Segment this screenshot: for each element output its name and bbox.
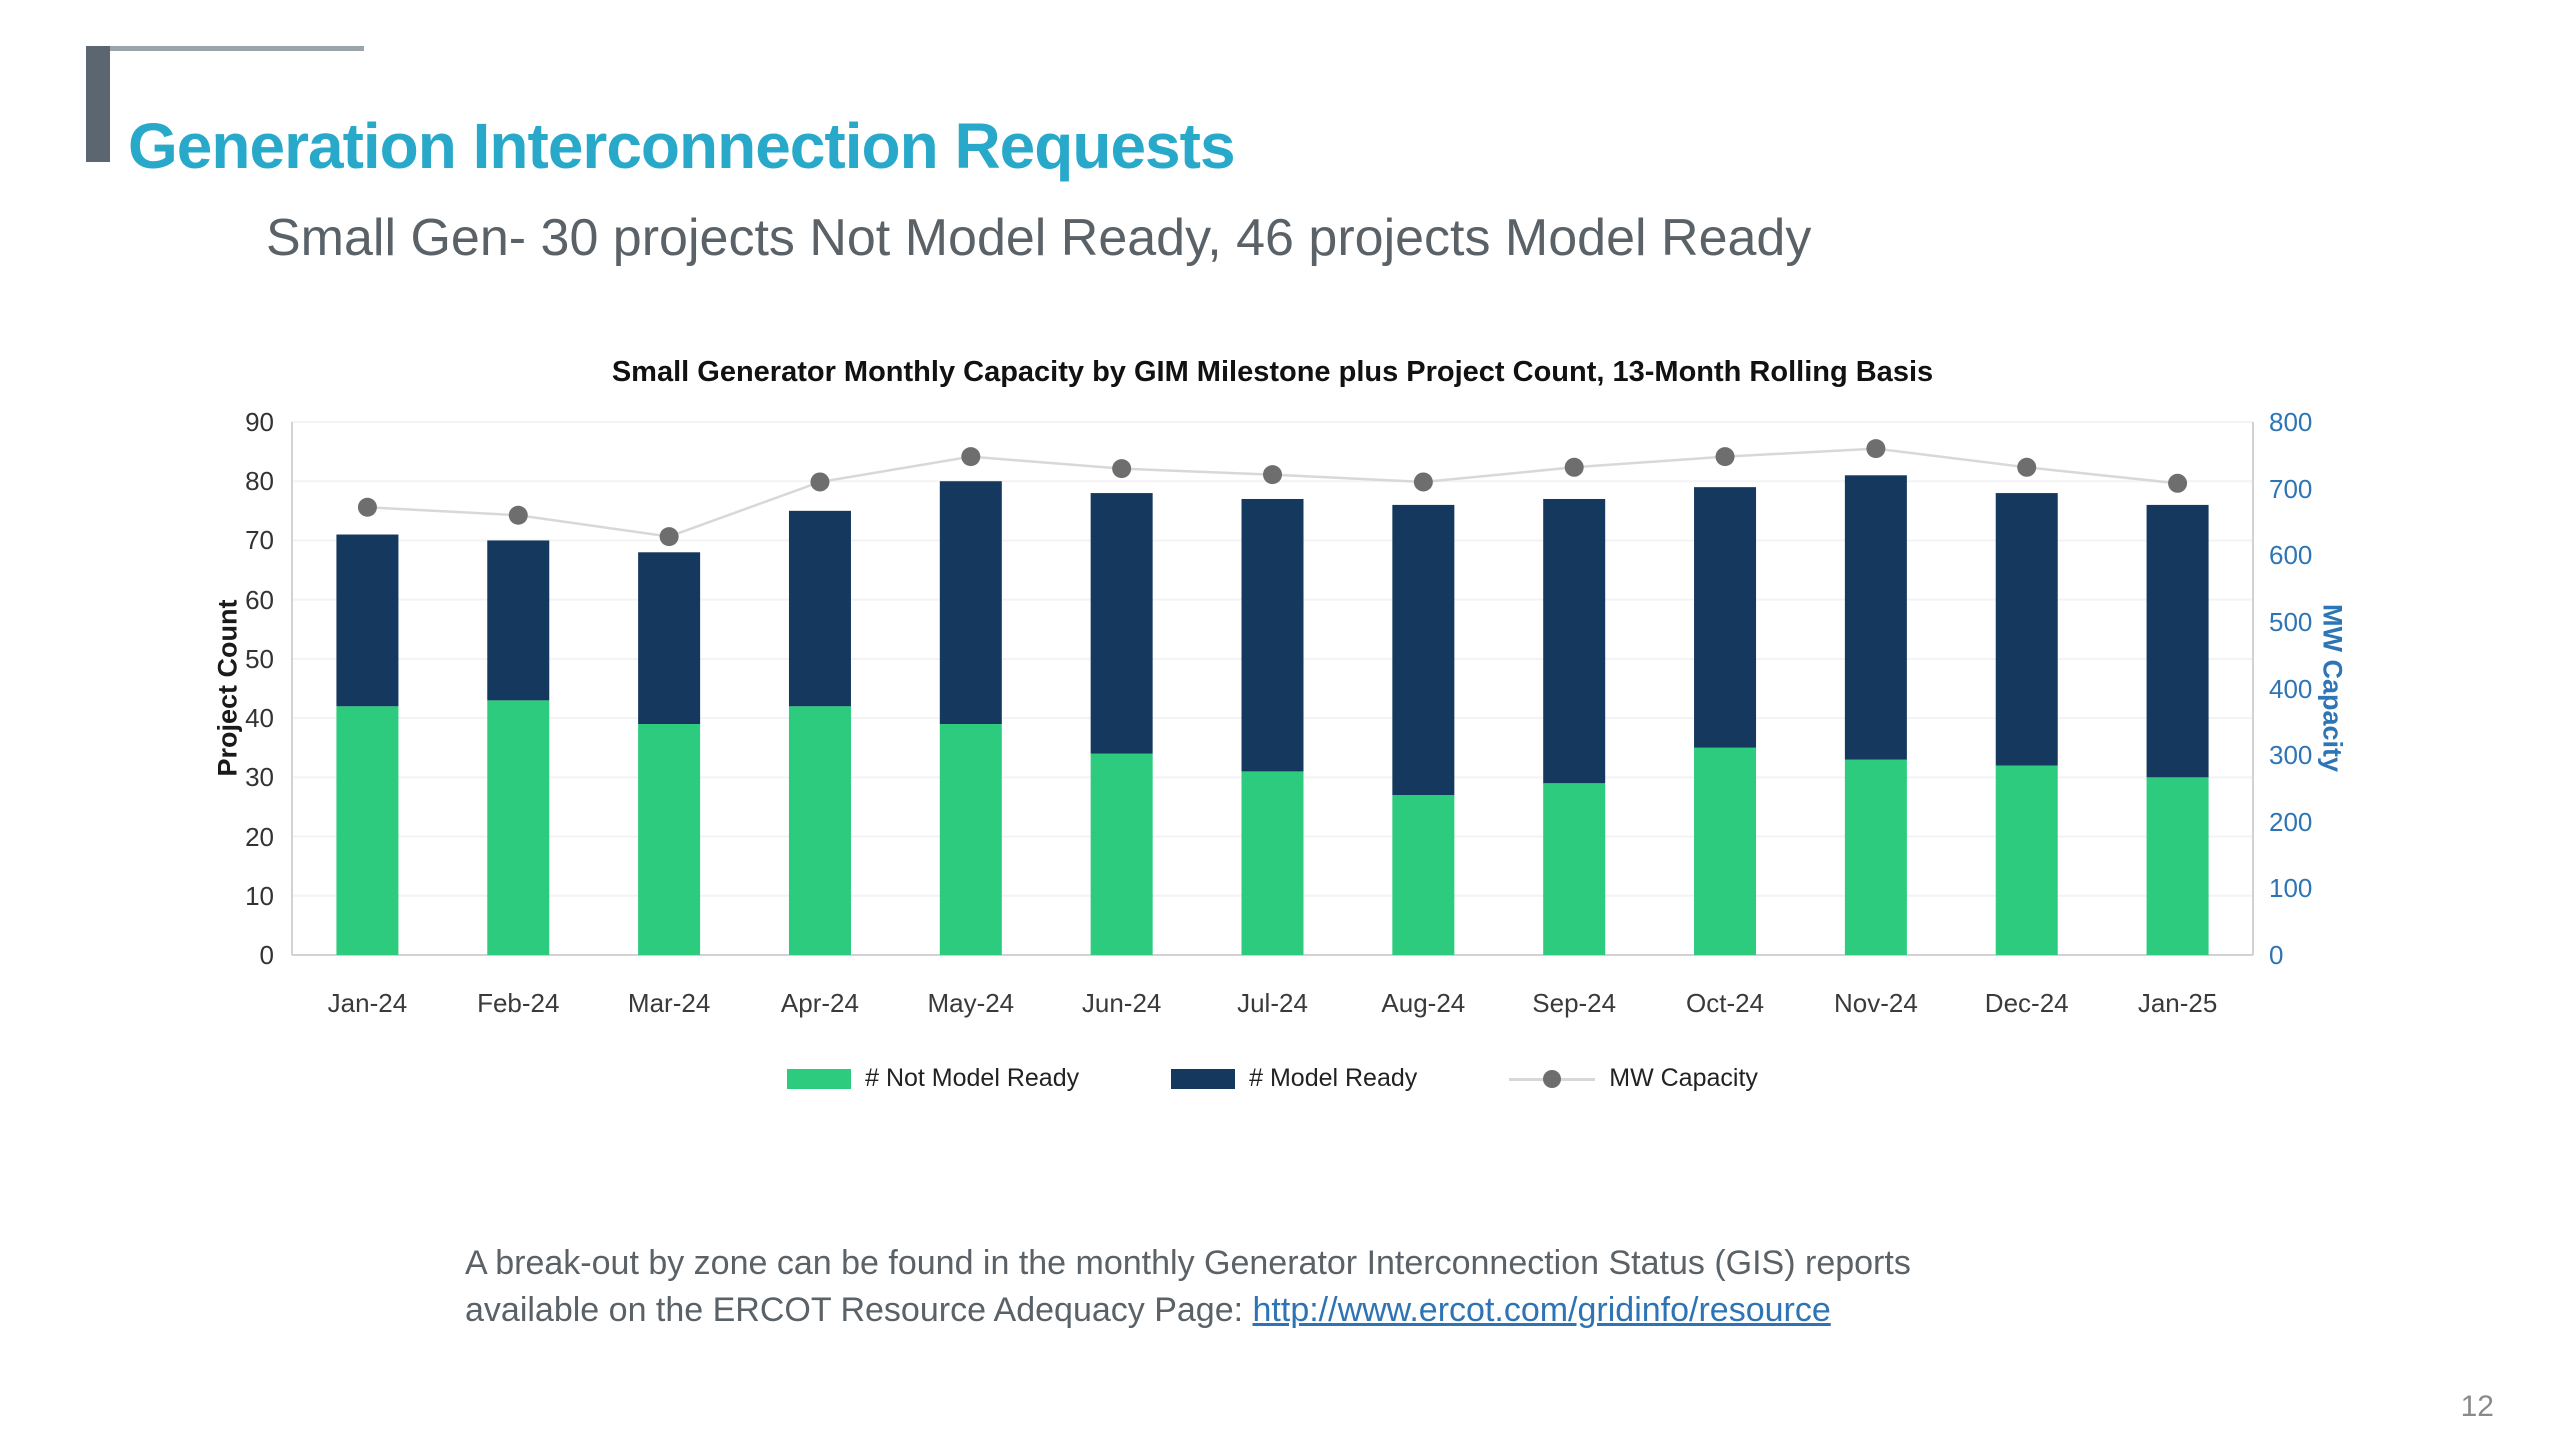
left-axis-tick: 40 <box>245 703 274 734</box>
right-axis-tick: 300 <box>2269 740 2313 771</box>
bar-model-ready <box>1090 493 1153 754</box>
resource-link[interactable]: http://www.ercot.com/gridinfo/resource <box>1252 1290 1831 1329</box>
left-axis-tick: 80 <box>245 466 274 497</box>
left-axis-tick: 70 <box>245 525 274 556</box>
x-axis-label: Feb-24 <box>477 988 560 1018</box>
left-axis-tick: 50 <box>245 643 274 674</box>
bar-not-model-ready <box>487 700 550 955</box>
bar-model-ready <box>638 552 701 725</box>
mw-capacity-point <box>659 527 679 547</box>
legend-item-mw-capacity: MW Capacity <box>1509 1064 1758 1093</box>
bar-model-ready <box>1844 475 1907 760</box>
bar-not-model-ready <box>1392 795 1455 955</box>
x-axis-label: Sep-24 <box>1532 988 1617 1018</box>
x-axis-label: Dec-24 <box>1984 988 2069 1018</box>
bar-not-model-ready <box>1995 765 2058 955</box>
mw-capacity-point <box>1866 439 1886 459</box>
left-axis-title: Project Count <box>212 599 243 777</box>
bar-not-model-ready <box>1844 759 1907 955</box>
x-axis-label: Apr-24 <box>780 988 859 1018</box>
bar-not-model-ready <box>638 724 701 955</box>
right-axis-tick: 0 <box>2269 940 2284 970</box>
chart-title: Small Generator Monthly Capacity by GIM … <box>611 356 1934 388</box>
x-axis-label: Jan-25 <box>2137 988 2218 1018</box>
mw-capacity-point <box>1263 465 1282 485</box>
x-axis-label: Mar-24 <box>627 988 711 1018</box>
footnote-line1: A break-out by zone can be found in the … <box>465 1244 1911 1282</box>
x-axis-label: Jun-24 <box>1081 988 1162 1018</box>
left-axis-tick: 60 <box>245 584 274 615</box>
bar-not-model-ready <box>939 724 1002 955</box>
right-axis-tick: 100 <box>2269 873 2313 904</box>
left-axis-tick: 30 <box>245 762 274 793</box>
mw-capacity-point <box>2168 473 2188 493</box>
bar-model-ready <box>487 540 550 701</box>
bar-model-ready <box>1392 504 1455 796</box>
bar-model-ready <box>1995 493 2058 766</box>
mw-capacity-point <box>2017 457 2037 477</box>
mw-capacity-point <box>1112 459 1132 479</box>
left-axis-tick: 10 <box>245 880 274 911</box>
bar-not-model-ready <box>1241 771 1304 955</box>
legend-swatch-green <box>787 1068 852 1089</box>
chart-plot-area: 0 10 20 30 40 50 60 70 80 90 0 100 200 300 400 500 600 70… <box>245 407 2312 1018</box>
header-accent-bar <box>86 46 110 162</box>
right-axis-tick: 200 <box>2269 806 2313 837</box>
right-axis-tick: 500 <box>2269 606 2313 637</box>
x-axis-label: Aug-24 <box>1381 988 1466 1018</box>
bar-model-ready <box>1241 498 1304 772</box>
header-accent-line <box>86 46 364 51</box>
legend-item-model-ready: # Model Ready <box>1171 1064 1417 1093</box>
x-axis-label: May-24 <box>927 988 1015 1018</box>
right-axis-tick: 800 <box>2269 407 2313 437</box>
chart-canvas <box>291 421 2254 956</box>
right-axis-title: MW Capacity <box>2317 603 2348 773</box>
bar-model-ready <box>788 510 851 707</box>
bar-model-ready <box>1543 498 1606 784</box>
x-axis-label: Oct-24 <box>1686 988 1765 1018</box>
right-axis-tick: 700 <box>2269 473 2313 504</box>
bar-not-model-ready <box>1543 783 1606 955</box>
footnote: A break-out by zone can be found in the … <box>465 1240 2085 1334</box>
legend-line-dot-icon <box>1509 1069 1596 1089</box>
page-title: Generation Interconnection Requests <box>128 109 1236 182</box>
bar-not-model-ready <box>336 706 399 955</box>
legend-item-not-model-ready: # Not Model Ready <box>787 1064 1079 1093</box>
mw-capacity-point <box>1715 447 1735 467</box>
legend-label: MW Capacity <box>1609 1064 1758 1092</box>
right-axis-tick: 600 <box>2269 540 2313 571</box>
mw-capacity-point <box>961 447 981 467</box>
mw-capacity-point <box>1564 457 1584 477</box>
footnote-line2-prefix: available on the ERCOT Resource Adequacy… <box>465 1290 1253 1329</box>
mw-capacity-point <box>508 505 528 525</box>
x-axis-label: Nov-24 <box>1833 988 1918 1018</box>
legend-label: # Model Ready <box>1249 1064 1418 1092</box>
left-axis-tick: 90 <box>245 407 274 437</box>
bar-not-model-ready <box>1694 747 1757 955</box>
bar-model-ready <box>336 534 399 707</box>
right-axis-tick: 400 <box>2269 673 2313 704</box>
page-number: 12 <box>2460 1390 2494 1423</box>
bar-not-model-ready <box>788 706 851 955</box>
slide-subtitle: Small Gen- 30 projects Not Model Ready, … <box>266 209 1812 267</box>
mw-capacity-point <box>810 472 830 492</box>
mw-capacity-point <box>357 497 377 517</box>
bar-model-ready <box>2146 504 2209 778</box>
x-axis-label: Jul-24 <box>1237 988 1308 1018</box>
x-axis-label: Jan-24 <box>327 988 408 1018</box>
legend-swatch-navy <box>1171 1068 1236 1089</box>
bar-model-ready <box>939 481 1002 725</box>
bar-not-model-ready <box>2146 777 2209 955</box>
chart-legend: # Not Model Ready # Model Ready MW Capac… <box>292 1064 2253 1093</box>
bar-model-ready <box>1694 487 1757 748</box>
left-axis-tick: 0 <box>259 940 274 970</box>
bar-not-model-ready <box>1090 753 1153 955</box>
mw-capacity-point <box>1413 472 1433 492</box>
legend-label: # Not Model Ready <box>865 1064 1080 1092</box>
left-axis-tick: 20 <box>245 821 274 852</box>
